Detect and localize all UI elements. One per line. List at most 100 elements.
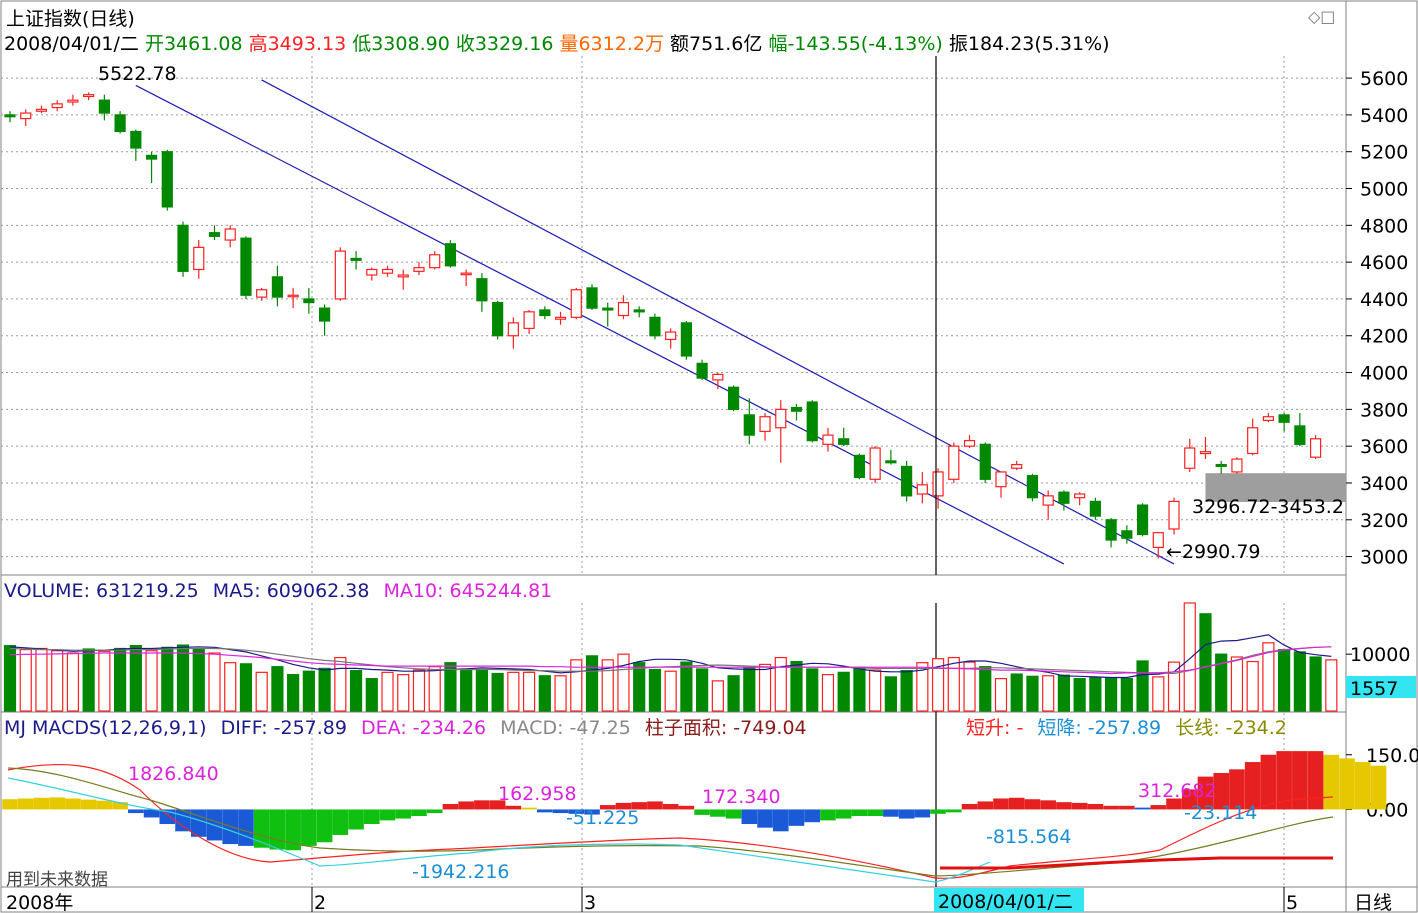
chart-title: 上证指数(日线) <box>6 8 135 30</box>
candle <box>617 295 630 320</box>
volume-bar <box>381 671 394 712</box>
volume-ma-lines <box>9 634 1332 679</box>
volume-bar <box>82 648 95 712</box>
volume-bar <box>271 666 284 712</box>
volume-bar <box>1293 651 1306 712</box>
macd-short-down: 短降: -257.89 <box>1037 717 1161 739</box>
x-axis: 2008年 2 3 5 2008/04/01/二 日线 <box>6 887 1392 913</box>
candle <box>1121 525 1133 544</box>
volume-bar <box>774 656 787 712</box>
macd-bar <box>662 803 679 810</box>
macd-bar <box>1260 754 1277 810</box>
macd-annotation-1: 1826.840 <box>128 763 219 785</box>
price-tick-label: 4400 <box>1360 289 1408 311</box>
volume-bar <box>1152 676 1165 712</box>
cursor-date-bg <box>934 888 1084 912</box>
macd-bar <box>332 809 349 835</box>
macd-bar <box>898 809 915 819</box>
volume-bar <box>98 650 111 712</box>
candle <box>775 400 787 463</box>
volume-bar <box>1167 661 1181 712</box>
macd-annotation-6: -815.564 <box>986 826 1071 848</box>
volume-tick-label: 10000 <box>1350 644 1410 666</box>
candle <box>853 453 866 480</box>
volume-bar <box>161 646 174 712</box>
volume-bar <box>3 645 17 712</box>
volume-bar <box>743 667 756 712</box>
macd-histogram <box>2 751 1387 851</box>
volume-bar <box>884 676 897 712</box>
volume-bar <box>900 670 913 712</box>
volume-bar <box>507 671 520 712</box>
macd-area: 柱子面积: -749.04 <box>645 717 807 739</box>
macd-bar <box>631 802 647 810</box>
macd-bar <box>348 809 364 830</box>
volume-bar <box>318 667 331 712</box>
volume-header: VOLUME: 631219.25 MA5: 609062.38 MA10: 6… <box>4 580 552 602</box>
candle <box>665 328 677 349</box>
candle <box>570 287 582 320</box>
macd-bar <box>1370 765 1387 810</box>
volume-bar <box>1042 675 1055 712</box>
macd-bar <box>1103 805 1119 810</box>
volume-bar <box>1136 660 1149 712</box>
macd-bar <box>1056 802 1072 810</box>
volume-bar <box>475 668 488 712</box>
window-controls-icon[interactable]: ◇□ <box>1308 7 1335 26</box>
macd-annotation-3: 162.958 <box>498 783 577 805</box>
macd-bar <box>1024 799 1041 810</box>
volume-bar <box>617 653 630 712</box>
candle <box>413 262 425 276</box>
macd-annotation-2: -1942.216 <box>412 861 510 883</box>
volume-bar <box>979 666 992 712</box>
price-tick-label: 5200 <box>1360 142 1408 164</box>
macd-bar <box>1339 758 1355 810</box>
macd-annotation-7: 312.682 <box>1138 780 1217 802</box>
price-tick-label: 3200 <box>1360 510 1408 532</box>
candle <box>287 287 299 309</box>
volume-bar <box>334 656 347 712</box>
low-price-label: ←2990.79 <box>1166 541 1261 563</box>
volume-bar <box>19 649 32 712</box>
macd-header-right: 短升: - 短降: -257.89 长线: -234.2 <box>966 717 1287 739</box>
volume-bar <box>821 674 835 712</box>
macd-bar <box>961 803 978 810</box>
candle <box>460 269 472 287</box>
volume-bar <box>790 660 803 712</box>
candle <box>224 225 236 248</box>
volume-bar <box>287 674 300 712</box>
volume-bar <box>680 661 693 712</box>
macd-bar <box>1181 789 1198 810</box>
price-tick-label: 3800 <box>1360 399 1408 421</box>
macd-dea: DEA: -234.26 <box>361 717 486 739</box>
high-price-label: 5522.78 <box>98 63 177 85</box>
candle <box>1199 436 1212 460</box>
macd-bar <box>1040 800 1056 810</box>
volume-bar <box>1120 677 1133 712</box>
header-amplitude: 振184.23(5.31%) <box>949 33 1110 55</box>
volume-bar <box>1089 676 1102 712</box>
volume-bar <box>963 661 976 712</box>
macd-value: MACD: -47.25 <box>500 717 631 739</box>
macd-bar <box>757 809 773 828</box>
period-label[interactable]: 日线 <box>1354 892 1392 913</box>
volume-bar <box>648 668 662 712</box>
header-high: 高3493.13 <box>249 33 347 55</box>
candle <box>98 94 110 121</box>
candle <box>444 240 457 268</box>
volume-ma5: MA5: 609062.38 <box>213 580 370 602</box>
volume-ma-line <box>9 646 1332 675</box>
volume-bar <box>601 659 614 712</box>
macd-bar <box>584 809 600 815</box>
macd-bar <box>835 809 852 819</box>
volume-badge-bg <box>1346 676 1416 698</box>
candle <box>822 427 834 452</box>
macd-bar <box>710 809 726 817</box>
volume-bar <box>538 675 551 712</box>
volume-bar <box>1057 674 1071 712</box>
candle <box>995 471 1007 498</box>
volume-bar <box>711 680 724 712</box>
volume-bar <box>570 659 583 712</box>
volume-bar <box>1010 673 1023 712</box>
